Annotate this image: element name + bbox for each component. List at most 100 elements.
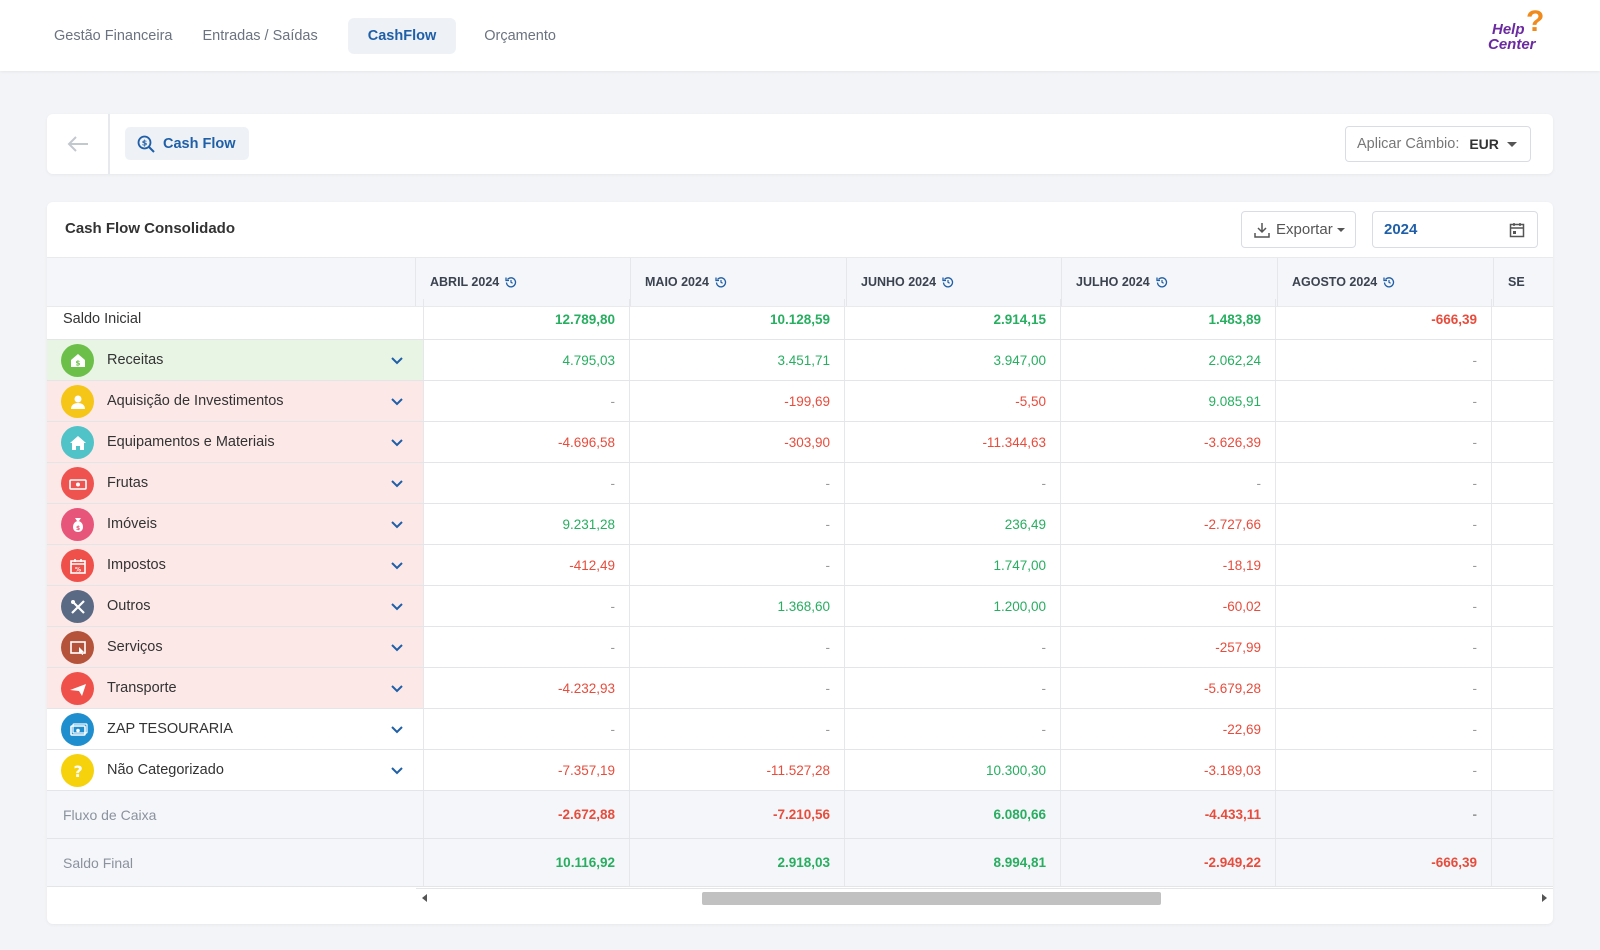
value-cell: - — [415, 586, 630, 626]
cambio-label: Aplicar Câmbio: — [1357, 136, 1460, 152]
chevron-down-icon[interactable] — [390, 600, 404, 616]
horizontal-scrollbar[interactable] — [416, 888, 1553, 906]
question-mark-icon: ? — [1526, 5, 1545, 38]
svg-text:$: $ — [76, 525, 80, 532]
value-cell: -7.210,56 — [630, 791, 845, 838]
search-dollar-icon: $ — [137, 135, 155, 153]
chevron-down-icon[interactable] — [390, 682, 404, 698]
category-row[interactable]: Transporte -4.232,93- - -5.679,28- — [47, 668, 1553, 709]
chevron-down-icon[interactable] — [390, 764, 404, 780]
chevron-down-icon[interactable] — [390, 723, 404, 739]
history-icon[interactable] — [505, 276, 517, 288]
chevron-down-icon[interactable] — [390, 477, 404, 493]
nav-entradas-saidas[interactable]: Entradas / Saídas — [202, 27, 318, 44]
nav-gestao-financeira[interactable]: Gestão Financeira — [54, 27, 173, 44]
scroll-left-arrow[interactable] — [422, 894, 427, 902]
back-button[interactable] — [47, 114, 110, 174]
export-button[interactable]: Exportar — [1241, 211, 1356, 248]
category-row[interactable]: ? Não Categorizado -7.357,19 -11.527,28 10.3… — [47, 750, 1553, 791]
row-label-cell: Serviços — [47, 627, 424, 667]
value-cell: -11.344,63 — [846, 422, 1061, 462]
column-header: SE — [1493, 258, 1553, 306]
value-cell: -5,50 — [846, 381, 1061, 421]
history-icon[interactable] — [942, 276, 954, 288]
value-cell: 10.116,92 — [415, 839, 630, 886]
value-cell: -11.527,28 — [630, 750, 845, 790]
svg-text:$: $ — [142, 138, 148, 147]
card-title: Cash Flow Consolidado — [65, 220, 236, 237]
scroll-thumb[interactable] — [702, 892, 1161, 905]
value-cell: - — [1277, 381, 1492, 421]
chevron-down-icon[interactable] — [390, 518, 404, 534]
category-row[interactable]: ZAP TESOURARIA - - - -22,69- — [47, 709, 1553, 750]
airplane-icon — [61, 672, 94, 705]
cash-flow-button[interactable]: $ Cash Flow — [125, 127, 249, 160]
chevron-down-icon — [1506, 141, 1517, 147]
nav-cashflow[interactable]: CashFlow — [347, 17, 457, 54]
column-header-label: ABRIL 2024 — [430, 275, 500, 289]
value-cell: - — [846, 709, 1061, 749]
row-label: Outros — [107, 598, 151, 614]
value-cell: 2.914,15 — [846, 299, 1061, 339]
category-row[interactable]: % Impostos -412,49-1.747,00 -18,19- — [47, 545, 1553, 586]
category-row[interactable]: Outros -1.368,60 1.200,00 -60,02- — [47, 586, 1553, 627]
value-cell: -2.672,88 — [415, 791, 630, 838]
nav-orcamento[interactable]: Orçamento — [484, 27, 556, 44]
chevron-down-icon[interactable] — [390, 395, 404, 411]
row-label-cell: % Impostos — [47, 545, 424, 585]
row-label-cell: Outros — [47, 586, 424, 626]
value-cell: 1.200,00 — [846, 586, 1061, 626]
column-header: MAIO 2024 — [630, 258, 845, 306]
row-label-cell: Frutas — [47, 463, 424, 503]
value-cell: -199,69 — [630, 381, 845, 421]
value-cell: - — [630, 545, 845, 585]
category-row[interactable]: Frutas - - - - - — [47, 463, 1553, 504]
chevron-down-icon[interactable] — [390, 559, 404, 575]
history-icon[interactable] — [1383, 276, 1395, 288]
help-center-logo[interactable]: Help Center ? — [1488, 5, 1545, 53]
value-cell: 4.795,03 — [415, 340, 630, 380]
export-label: Exportar — [1276, 221, 1333, 238]
category-row[interactable]: Aquisição de Investimentos - -199,69 -5,50 9… — [47, 381, 1553, 422]
history-icon[interactable] — [1156, 276, 1168, 288]
saldo-final-row: Saldo Final 10.116,92 2.918,03 8.994,81 -2.9… — [47, 839, 1553, 887]
row-label-cell: Transporte — [47, 668, 424, 708]
download-icon — [1254, 222, 1270, 238]
row-label-cell: $ Receitas — [47, 340, 424, 380]
row-label: Receitas — [107, 352, 164, 368]
category-row[interactable]: $ Receitas 4.795,03 3.451,71 3.947,00 2.062,2… — [47, 340, 1553, 381]
value-cell: - — [630, 668, 845, 708]
year-picker[interactable]: 2024 — [1372, 211, 1538, 248]
row-label: Frutas — [107, 475, 149, 491]
value-cell: - — [1277, 463, 1492, 503]
row-label-cell: Aquisição de Investimentos — [47, 381, 424, 421]
svg-text:$: $ — [75, 359, 80, 367]
value-cell: -18,19 — [1061, 545, 1276, 585]
value-cell: - — [1061, 463, 1276, 503]
svg-text:%: % — [75, 566, 81, 573]
column-header: JUNHO 2024 — [846, 258, 1061, 306]
value-cell: -3.626,39 — [1061, 422, 1276, 462]
user-icon — [61, 385, 94, 418]
chevron-down-icon[interactable] — [390, 641, 404, 657]
tools-icon — [61, 590, 94, 623]
value-cell: - — [630, 463, 845, 503]
value-cell: - — [846, 463, 1061, 503]
question-icon: ? — [61, 754, 94, 787]
category-row[interactable]: Equipamentos e Materiais -4.696,58 -303,90… — [47, 422, 1553, 463]
chevron-down-icon[interactable] — [390, 354, 404, 370]
column-header-label: JUNHO 2024 — [861, 275, 937, 289]
row-label-cell: Equipamentos e Materiais — [47, 422, 424, 462]
category-row[interactable]: $ Imóveis 9.231,28-236,49 -2.727,66- — [47, 504, 1553, 545]
value-cell: 12.789,80 — [415, 299, 630, 339]
calendar-tax-icon: % — [61, 549, 94, 582]
value-cell: -666,39 — [1277, 839, 1492, 886]
history-icon[interactable] — [715, 276, 727, 288]
scroll-right-arrow[interactable] — [1542, 894, 1547, 902]
category-row[interactable]: Serviços - - - -257,99- — [47, 627, 1553, 668]
value-cell: -2.949,22 — [1061, 839, 1276, 886]
value-cell: - — [1277, 627, 1492, 667]
value-cell: -3.189,03 — [1061, 750, 1276, 790]
chevron-down-icon[interactable] — [390, 436, 404, 452]
currency-select[interactable]: Aplicar Câmbio: EUR — [1345, 126, 1531, 162]
